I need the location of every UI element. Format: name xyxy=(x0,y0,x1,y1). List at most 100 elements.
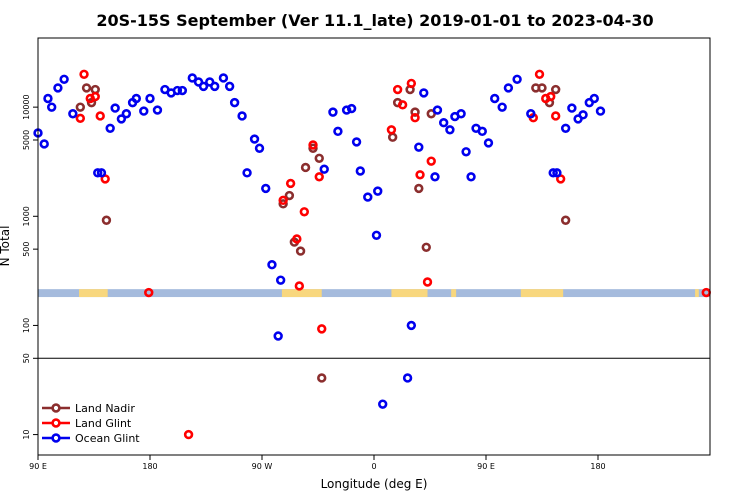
ocean-glint-point xyxy=(526,109,536,119)
y-tick-label: 50 xyxy=(22,353,31,363)
ocean-glint-point xyxy=(560,123,571,133)
land-glint-point xyxy=(278,195,288,206)
land-glint-point xyxy=(392,84,403,95)
ocean-glint-point xyxy=(254,143,265,153)
ocean-glint-point xyxy=(210,81,220,92)
ocean-glint-point xyxy=(43,93,53,104)
ocean-glint-point xyxy=(242,168,252,178)
land-nadir-point xyxy=(101,215,112,225)
ocean-glint-point xyxy=(249,134,260,144)
y-tick-label: 10000 xyxy=(22,94,31,119)
ocean-glint-point xyxy=(152,105,163,115)
ocean-glint-point xyxy=(406,320,417,331)
legend-marker-land-glint xyxy=(51,418,61,428)
land-glint-point xyxy=(546,91,556,102)
y-tick-label: 10 xyxy=(22,429,31,439)
land-nadir-point xyxy=(278,199,288,209)
land-nadir-point xyxy=(560,215,571,225)
ocean-glint-point xyxy=(110,103,120,113)
land-nadir-point xyxy=(300,162,311,173)
land-glint-point xyxy=(415,170,425,180)
land-glint-point xyxy=(308,140,318,150)
ocean-glint-point xyxy=(445,125,455,135)
ocean-glint-point xyxy=(172,85,183,96)
land-glint-point xyxy=(75,113,86,124)
ocean-glint-point xyxy=(373,186,383,196)
legend-marker-ocean-glint xyxy=(51,433,61,443)
land-glint-point xyxy=(95,111,105,121)
legend-marker-land-nadir xyxy=(51,403,61,413)
ocean-glint-point xyxy=(432,105,443,115)
x-tick-label: 180 xyxy=(590,462,605,471)
land-glint-point xyxy=(550,111,561,121)
land-nadir-point xyxy=(537,83,547,93)
land-nadir-point xyxy=(414,183,424,194)
y-tick-label: 100 xyxy=(22,318,31,333)
land-glint-point xyxy=(426,156,436,166)
y-tick-label: 5000 xyxy=(22,130,31,150)
ocean-glint-point xyxy=(53,83,63,93)
ocean-glint-point xyxy=(59,74,69,84)
ocean-glint-point xyxy=(414,142,424,152)
land-glint-point xyxy=(292,234,302,244)
x-tick-label: 0 xyxy=(371,462,376,471)
ocean-glint-point xyxy=(589,93,599,104)
land-glint-point xyxy=(314,172,324,182)
land-glint-point xyxy=(294,281,305,291)
ocean-glint-point xyxy=(595,106,606,116)
legend: Land Nadir Land Glint Ocean Glint xyxy=(42,402,140,445)
ocean-glint-point xyxy=(430,172,440,182)
ocean-glint-point xyxy=(131,93,142,104)
ocean-glint-point xyxy=(456,109,466,119)
land-glint-point xyxy=(285,178,296,189)
land-nadir-point xyxy=(421,242,431,252)
x-tick-label: 90 E xyxy=(29,462,47,471)
ocean-glint-point xyxy=(333,126,343,137)
land-glint-point xyxy=(183,429,194,440)
land-nadir-point xyxy=(550,84,561,95)
ocean-glint-point xyxy=(145,93,155,104)
ocean-glint-point xyxy=(275,275,286,285)
land-glint-point xyxy=(410,113,420,123)
ocean-glint-point xyxy=(229,97,240,108)
land-band xyxy=(695,289,699,298)
legend-label-ocean-glint: Ocean Glint xyxy=(75,432,140,445)
ocean-glint-point xyxy=(224,81,235,92)
ocean-glint-point xyxy=(378,399,388,409)
chart-title: 20S-15S September (Ver 11.1_late) 2019-0… xyxy=(96,11,653,30)
ocean-glint-point xyxy=(477,126,487,137)
ocean-glint-point xyxy=(483,138,494,148)
land-nadir-point xyxy=(308,143,318,153)
x-tick-label: 90 E xyxy=(477,462,495,471)
ocean-glint-point xyxy=(461,147,471,157)
land-band xyxy=(520,289,564,298)
land-nadir-point xyxy=(387,132,398,142)
ocean-band xyxy=(38,289,710,298)
ocean-glint-point xyxy=(503,83,514,93)
ocean-glint-point xyxy=(116,114,127,124)
land-nadir-point xyxy=(75,102,86,112)
land-glint-point xyxy=(317,324,327,334)
ocean-glint-point xyxy=(96,168,107,178)
ocean-glint-point xyxy=(328,107,338,117)
x-tick-label: 90 W xyxy=(252,462,273,471)
ocean-glint-point xyxy=(93,168,103,178)
y-axis: 10 50 100 500 1000 5000 10000 xyxy=(22,94,38,440)
ocean-glint-point xyxy=(371,230,382,240)
y-tick-label: 500 xyxy=(22,242,31,257)
ocean-glint-point xyxy=(198,81,209,92)
land-glint-point xyxy=(534,69,545,79)
x-axis: 90 E 180 90 W 0 90 E 180 xyxy=(29,455,606,471)
ocean-glint-point xyxy=(121,109,132,119)
x-axis-label: Longitude (deg E) xyxy=(321,477,428,491)
ocean-glint-point xyxy=(187,73,198,83)
land-band xyxy=(451,289,457,298)
land-nadir-point xyxy=(284,190,295,201)
ocean-glint-point xyxy=(548,168,558,178)
ocean-glint-point xyxy=(497,102,507,112)
x-tick-label: 180 xyxy=(142,462,157,471)
ocean-glint-point xyxy=(273,331,283,341)
ocean-glint-point xyxy=(355,166,366,176)
land-glint-point xyxy=(299,207,310,217)
